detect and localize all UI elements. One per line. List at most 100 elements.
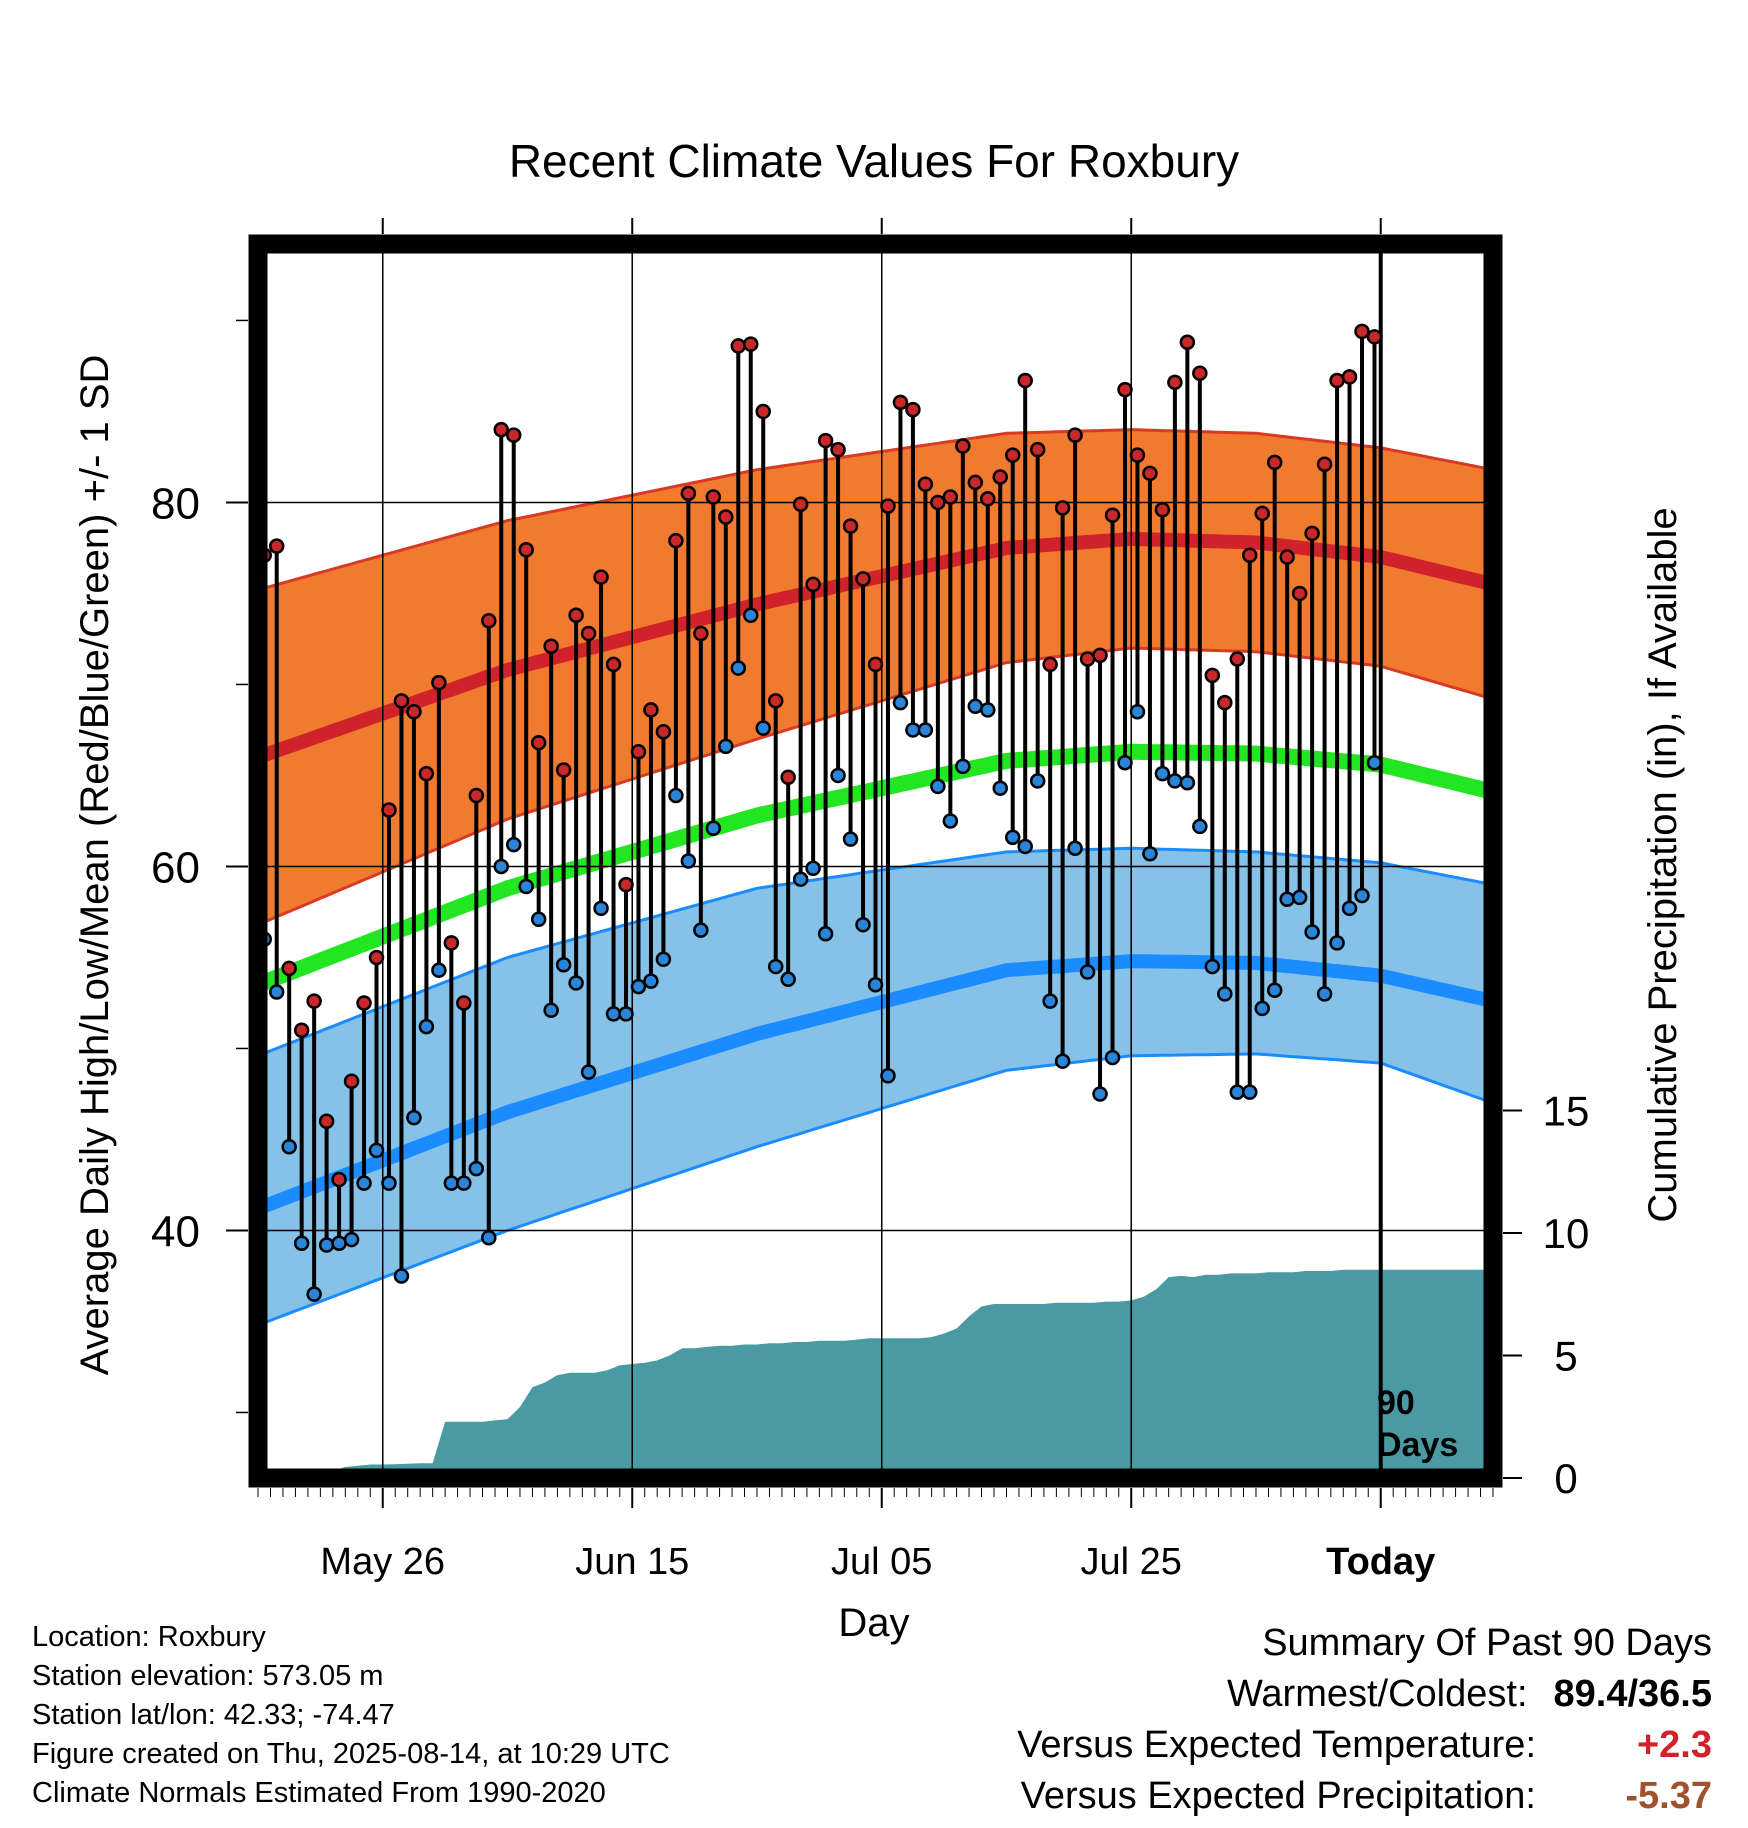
- daily-low-point: [1291, 889, 1308, 906]
- daily-low-point: [892, 694, 909, 711]
- daily-high-point: [1042, 656, 1058, 673]
- daily-low-point: [1304, 924, 1320, 940]
- daily-low-point: [718, 738, 734, 755]
- daily-high-point: [718, 509, 734, 525]
- daily-high-point: [580, 625, 597, 642]
- daily-low-point: [693, 922, 709, 938]
- daily-high-point: [356, 995, 372, 1011]
- daily-low-point: [431, 962, 447, 978]
- daily-low-point: [817, 926, 834, 942]
- daily-high-point: [655, 724, 672, 740]
- summary-panel: Summary Of Past 90 Days Warmest/Coldest:…: [1017, 1618, 1712, 1822]
- daily-high-point: [855, 571, 871, 587]
- daily-low-point: [1067, 840, 1083, 857]
- daily-high-point: [1229, 651, 1246, 667]
- low-sd-band-lower-edge: [258, 1052, 1493, 1327]
- temp-value: +2.3: [1636, 1724, 1712, 1766]
- normal-high-line: [258, 531, 1493, 764]
- daily-low-point: [1329, 935, 1345, 951]
- daily-low-point: [406, 1109, 422, 1126]
- plot-frame: [248, 234, 1503, 1488]
- today-marker-line: 90: [1377, 1384, 1415, 1422]
- daily-low-point: [618, 1006, 634, 1022]
- chart-title: Recent Climate Values For Roxbury: [509, 135, 1239, 187]
- daily-high-point: [518, 542, 534, 558]
- daily-low-point: [368, 1142, 385, 1159]
- x-tick-label: Jun 15: [575, 1541, 689, 1583]
- station-info: Location: Roxbury Station elevation: 573…: [32, 1618, 670, 1813]
- daily-low-point: [1217, 986, 1233, 1002]
- daily-high-point: [842, 518, 859, 534]
- daily-high-point: [805, 576, 821, 593]
- daily-low-point: [1254, 1000, 1270, 1017]
- daily-high-point: [980, 491, 996, 507]
- daily-low-point: [743, 607, 759, 624]
- daily-high-point: [892, 394, 909, 411]
- daily-low-point: [281, 1138, 297, 1155]
- daily-low-point: [418, 1018, 435, 1035]
- summary-warmest-coldest: Warmest/Coldest: 89.4/36.5: [1017, 1669, 1712, 1720]
- y2-axis-label: Cumulative Precipitation (in), If Availa…: [1641, 507, 1685, 1222]
- summary-temperature: Versus Expected Temperature: +2.3: [1017, 1720, 1712, 1771]
- daily-high-point: [1117, 381, 1133, 398]
- daily-high-point: [593, 569, 609, 585]
- daily-low-point: [767, 958, 784, 975]
- daily-high-point: [1104, 507, 1121, 523]
- daily-low-point: [867, 977, 884, 993]
- daily-low-point: [917, 722, 934, 738]
- daily-high-point: [1129, 447, 1146, 463]
- daily-high-point: [431, 674, 447, 691]
- y2-tick-label: 0: [1554, 1455, 1577, 1502]
- daily-low-point: [905, 722, 921, 738]
- daily-high-point: [1279, 549, 1295, 565]
- x-tick-label: Jul 05: [831, 1541, 932, 1583]
- daily-high-point: [817, 432, 834, 449]
- temp-label: Versus Expected Temperature:: [1017, 1724, 1536, 1766]
- daily-high-point: [643, 702, 659, 718]
- daily-low-point: [1092, 1086, 1108, 1102]
- daily-high-point: [1366, 329, 1383, 345]
- daily-high-point: [343, 1073, 360, 1089]
- daily-low-point: [1054, 1053, 1071, 1069]
- y2-tick-label: 10: [1543, 1210, 1590, 1257]
- daily-high-point: [680, 485, 697, 502]
- daily-low-point: [318, 1237, 335, 1253]
- daily-low-point: [343, 1231, 360, 1248]
- x-tick-label: Jul 25: [1081, 1541, 1182, 1583]
- daily-low-point: [680, 853, 697, 869]
- daily-high-point: [1266, 454, 1283, 471]
- daily-high-point: [555, 762, 572, 778]
- daily-high-point: [730, 338, 747, 354]
- daily-high-point: [1167, 374, 1183, 391]
- daily-high-point: [1316, 456, 1333, 472]
- info-latlon: Station lat/lon: 42.33; -74.47: [32, 1699, 395, 1731]
- daily-high-point: [1354, 323, 1370, 340]
- daily-low-point: [1229, 1084, 1246, 1100]
- daily-low-point: [1079, 964, 1096, 980]
- daily-low-point: [1004, 829, 1021, 846]
- daily-low-point: [1366, 754, 1383, 771]
- daily-high-point: [618, 876, 634, 893]
- daily-low-point: [356, 1175, 372, 1191]
- daily-low-point: [930, 778, 946, 795]
- daily-high-point: [1017, 372, 1033, 389]
- daily-low-point: [805, 860, 821, 877]
- daily-high-point: [1254, 505, 1270, 522]
- daily-low-point: [668, 787, 684, 804]
- daily-low-point: [518, 878, 534, 895]
- daily-low-point: [493, 858, 510, 875]
- daily-high-point: [630, 744, 647, 760]
- daily-low-point: [1029, 773, 1046, 789]
- daily-low-point: [830, 767, 846, 784]
- daily-low-point: [942, 813, 959, 829]
- daily-low-point: [1316, 986, 1333, 1002]
- daily-low-point: [1104, 1049, 1121, 1066]
- daily-low-point: [605, 1006, 622, 1022]
- daily-high-point: [942, 489, 959, 505]
- y-tick-label: 60: [151, 843, 200, 892]
- y-axis-label: Average Daily High/Low/Mean (Red/Blue/Gr…: [73, 355, 117, 1376]
- daily-low-point: [1204, 958, 1221, 975]
- precip-label: Versus Expected Precipitation:: [1020, 1775, 1536, 1817]
- daily-high-point: [468, 787, 485, 804]
- daily-low-point: [1179, 774, 1196, 791]
